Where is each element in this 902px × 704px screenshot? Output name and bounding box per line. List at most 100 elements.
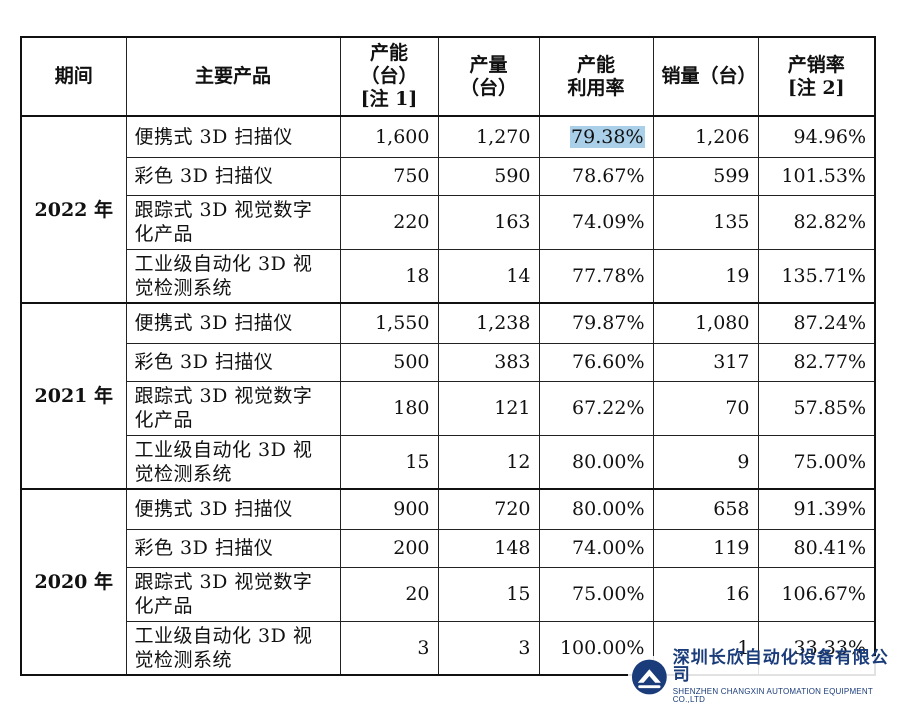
product-cell: 工业级自动化 3D 视觉检测系统: [125, 434, 341, 490]
sales-rate-cell: 135.71%: [757, 248, 876, 304]
capacity-cell: 18: [339, 248, 439, 304]
table-row: 彩色 3D 扫描仪 500 383 76.60% 317 82.77%: [21, 342, 876, 382]
company-name-cn: 深圳长欣自动化设备有限公司: [672, 648, 889, 685]
table-row: 2022 年 便携式 3D 扫描仪 1,600 1,270 79.38% 1,2…: [20, 115, 876, 304]
header-product: 主要产品: [125, 36, 341, 117]
output-cell: 590: [437, 156, 540, 196]
sales-rate-cell: 75.00%: [757, 434, 876, 490]
period-cell: 2020 年: [20, 488, 127, 676]
product-cell: 跟踪式 3D 视觉数字化产品: [125, 380, 341, 436]
company-watermark: 深圳长欣自动化设备有限公司 SHENZHEN CHANGXIN AUTOMATI…: [628, 650, 900, 704]
utilization-cell: 74.00%: [538, 528, 654, 568]
output-cell: 720: [437, 488, 540, 530]
sales-rate-cell: 106.67%: [757, 566, 876, 622]
utilization-cell: 80.00%: [538, 488, 654, 530]
table-row: 彩色 3D 扫描仪 750 590 78.67% 599 101.53%: [21, 156, 876, 196]
output-cell: 121: [437, 380, 540, 436]
year-group-2021: 2021 年 便携式 3D 扫描仪 1,550 1,238 79.87% 1,0…: [20, 302, 876, 490]
highlighted-value[interactable]: 79.38%: [570, 125, 645, 148]
sales-rate-cell: 57.85%: [757, 380, 876, 436]
product-cell: 工业级自动化 3D 视觉检测系统: [125, 620, 341, 676]
sales-cell: 135: [652, 194, 759, 250]
capacity-cell: 220: [339, 194, 439, 250]
sales-rate-cell: 82.82%: [757, 194, 876, 250]
capacity-cell: 1,550: [339, 302, 439, 344]
product-cell: 跟踪式 3D 视觉数字化产品: [125, 194, 341, 250]
header-sales-rate: 产销率 [注 2]: [757, 36, 876, 117]
year-group-2022: 2022 年 便携式 3D 扫描仪 1,600 1,270 79.38% 1,2…: [20, 115, 876, 304]
output-cell: 163: [437, 194, 540, 250]
sales-rate-cell: 87.24%: [757, 302, 876, 344]
table-row: 2021 年 便携式 3D 扫描仪 1,550 1,238 79.87% 1,0…: [20, 302, 876, 490]
output-cell: 383: [437, 342, 540, 382]
table-row: 工业级自动化 3D 视觉检测系统 18 14 77.78% 19 135.71%: [21, 248, 876, 304]
sales-rate-cell: 80.41%: [757, 528, 876, 568]
sales-cell: 119: [652, 528, 759, 568]
header-row: 期间 主要产品 产能 （台） [注 1] 产量 （台） 产能 利用率 销量（台）…: [20, 36, 876, 117]
table-row: 工业级自动化 3D 视觉检测系统 15 12 80.00% 9 75.00%: [21, 434, 876, 490]
output-cell: 12: [437, 434, 540, 490]
capacity-cell: 900: [339, 488, 439, 530]
capacity-cell: 500: [339, 342, 439, 382]
utilization-cell: 76.60%: [538, 342, 654, 382]
table-row: 跟踪式 3D 视觉数字化产品 180 121 67.22% 70 57.85%: [21, 380, 876, 436]
period-cell: 2022 年: [20, 115, 127, 304]
output-cell: 3: [437, 620, 540, 676]
capacity-table: 期间 主要产品 产能 （台） [注 1] 产量 （台） 产能 利用率 销量（台）…: [20, 36, 876, 676]
sales-cell: 19: [652, 248, 759, 304]
product-cell: 便携式 3D 扫描仪: [125, 115, 341, 158]
sales-rate-cell: 82.77%: [757, 342, 876, 382]
sales-cell: 1,080: [652, 302, 759, 344]
capacity-cell: 3: [339, 620, 439, 676]
output-cell: 1,270: [437, 115, 540, 158]
sales-cell: 599: [652, 156, 759, 196]
table-row: 彩色 3D 扫描仪 200 148 74.00% 119 80.41%: [21, 528, 876, 568]
sales-cell: 1,206: [652, 115, 759, 158]
utilization-cell: 75.00%: [538, 566, 654, 622]
utilization-cell: 79.38%: [538, 115, 654, 158]
sales-cell: 658: [652, 488, 759, 530]
product-cell: 彩色 3D 扫描仪: [125, 528, 341, 568]
output-cell: 14: [437, 248, 540, 304]
sales-cell: 70: [652, 380, 759, 436]
capacity-cell: 1,600: [339, 115, 439, 158]
utilization-cell: 78.67%: [538, 156, 654, 196]
capacity-cell: 750: [339, 156, 439, 196]
sales-cell: 9: [652, 434, 759, 490]
utilization-cell: 77.78%: [538, 248, 654, 304]
header-output: 产量 （台）: [437, 36, 540, 117]
capacity-cell: 15: [339, 434, 439, 490]
capacity-cell: 200: [339, 528, 439, 568]
sales-cell: 16: [652, 566, 759, 622]
product-cell: 便携式 3D 扫描仪: [125, 488, 341, 530]
header-utilization: 产能 利用率: [538, 36, 654, 117]
table-row: 跟踪式 3D 视觉数字化产品 20 15 75.00% 16 106.67%: [21, 566, 876, 622]
period-cell: 2021 年: [20, 302, 127, 490]
product-cell: 彩色 3D 扫描仪: [125, 342, 341, 382]
utilization-cell: 100.00%: [538, 620, 654, 676]
product-cell: 工业级自动化 3D 视觉检测系统: [125, 248, 341, 304]
product-cell: 便携式 3D 扫描仪: [125, 302, 341, 344]
table-row: 2020 年 便携式 3D 扫描仪 900 720 80.00% 658 91.…: [20, 488, 876, 676]
utilization-cell: 80.00%: [538, 434, 654, 490]
company-name-en: SHENZHEN CHANGXIN AUTOMATION EQUIPMENT C…: [672, 687, 873, 704]
sales-rate-cell: 91.39%: [757, 488, 876, 530]
utilization-cell: 74.09%: [538, 194, 654, 250]
utilization-cell: 67.22%: [538, 380, 654, 436]
changxin-logo-icon: [631, 659, 667, 695]
table-row: 跟踪式 3D 视觉数字化产品 220 163 74.09% 135 82.82%: [21, 194, 876, 250]
output-cell: 1,238: [437, 302, 540, 344]
capacity-cell: 180: [339, 380, 439, 436]
product-cell: 跟踪式 3D 视觉数字化产品: [125, 566, 341, 622]
utilization-cell: 79.87%: [538, 302, 654, 344]
output-cell: 148: [437, 528, 540, 568]
output-cell: 15: [437, 566, 540, 622]
header-period: 期间: [20, 36, 127, 117]
header-capacity: 产能 （台） [注 1]: [339, 36, 439, 117]
sales-rate-cell: 101.53%: [757, 156, 876, 196]
capacity-cell: 20: [339, 566, 439, 622]
product-cell: 彩色 3D 扫描仪: [125, 156, 341, 196]
header-sales: 销量（台）: [652, 36, 759, 117]
sales-rate-cell: 94.96%: [757, 115, 876, 158]
sales-cell: 317: [652, 342, 759, 382]
